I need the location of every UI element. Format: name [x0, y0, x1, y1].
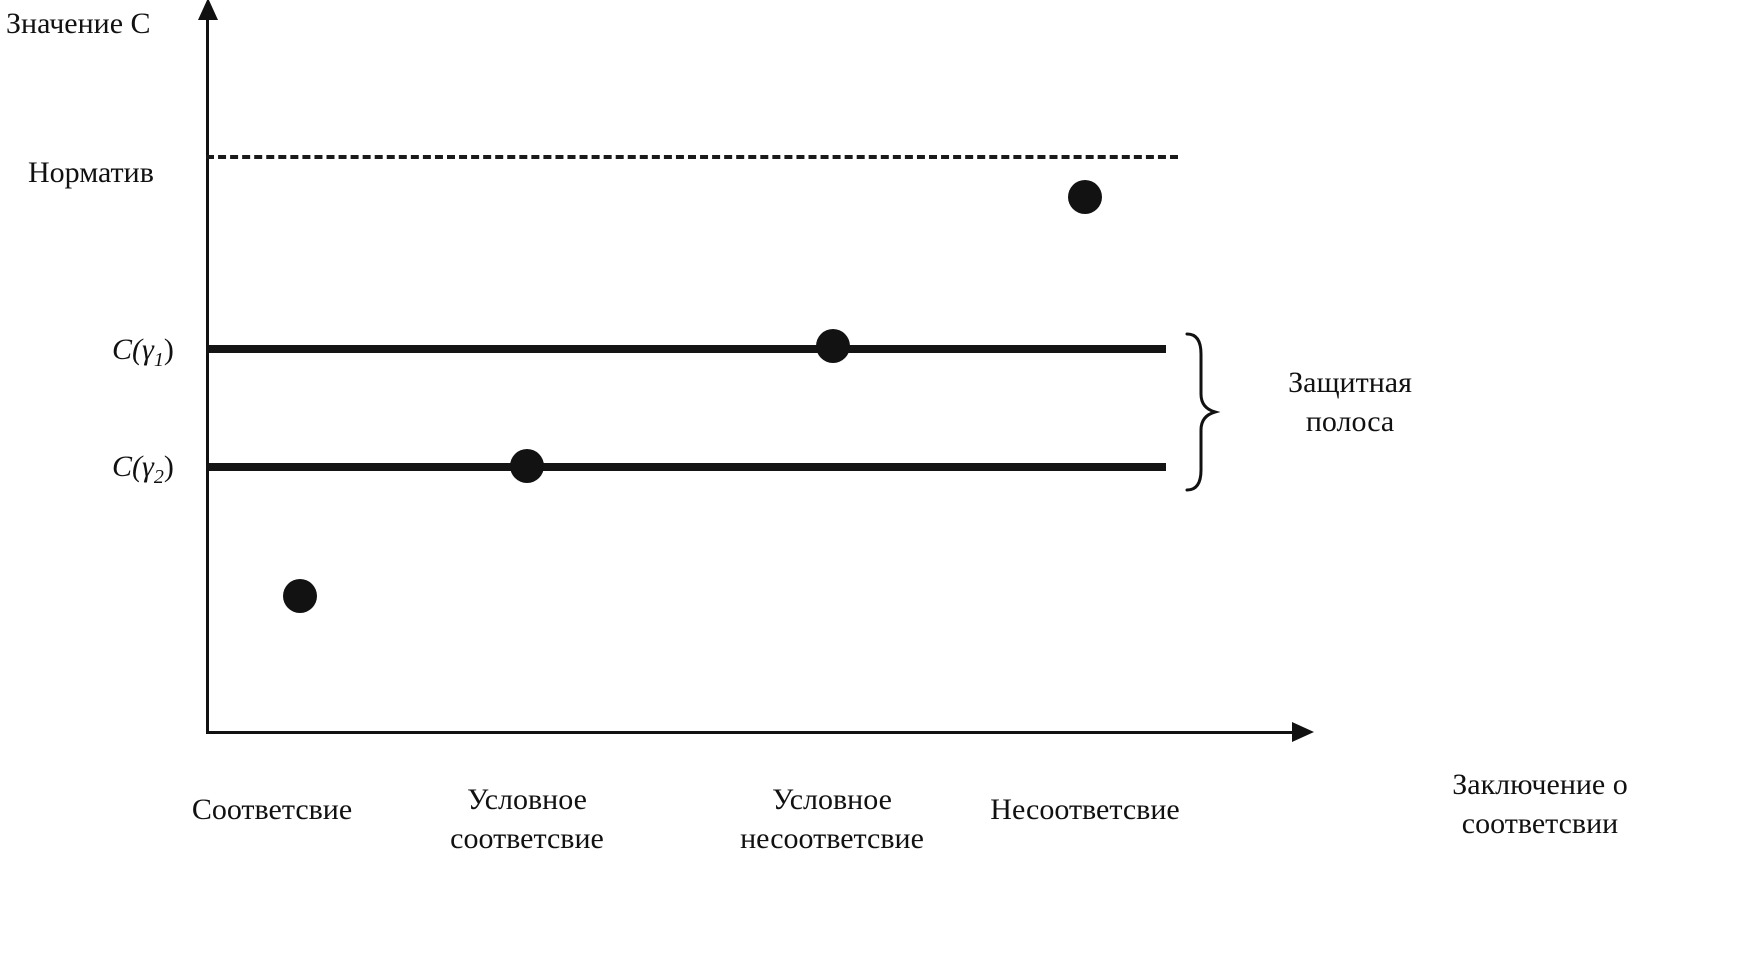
data-point-uslovnoe-nesootvetstvie	[816, 329, 850, 363]
c-gamma-2-sub: 2	[153, 466, 164, 488]
x-axis-arrow-icon	[1292, 722, 1314, 742]
c-gamma-1-label: C(γ1)	[112, 330, 174, 373]
x-category-label-3: Условное несоответсвие	[682, 780, 982, 858]
norm-dashed-line	[206, 155, 1178, 159]
c-gamma-2-main: C(γ	[112, 450, 154, 483]
guard-band-label: Защитная полоса	[1240, 363, 1460, 441]
y-axis-line	[206, 16, 209, 733]
guard-band-label-line2: полоса	[1305, 405, 1395, 438]
x-category-3-line2: несоответсвие	[740, 822, 924, 855]
x-axis-title-line1: Заключение о	[1452, 768, 1628, 801]
x-axis-title-line2: соответсвии	[1461, 807, 1619, 840]
x-category-2-line1: Условное	[467, 783, 587, 816]
c-gamma-2-label: C(γ2)	[112, 447, 174, 490]
data-point-uslovnoe-sootvetstvie	[510, 449, 544, 483]
c-gamma-1-close: )	[163, 333, 174, 366]
c-gamma-1-sub: 1	[153, 349, 164, 371]
x-axis-title: Заключение о соответсвии	[1330, 765, 1750, 843]
x-category-2-line2: соответсвие	[450, 822, 604, 855]
data-point-nesootvetstvie	[1068, 180, 1102, 214]
x-category-4-line1: Несоответсвие	[990, 793, 1180, 826]
guard-band-brace-icon	[1185, 332, 1221, 492]
guard-band-label-line1: Защитная	[1288, 366, 1412, 399]
c-gamma-1-main: C(γ	[112, 333, 154, 366]
data-point-sootvetstvie	[283, 579, 317, 613]
c-gamma-2-line	[206, 463, 1166, 471]
x-category-label-2: Условное соответсвие	[392, 780, 662, 858]
x-category-label-1: Соответсвие	[157, 790, 387, 829]
x-category-3-line1: Условное	[772, 783, 892, 816]
x-category-1-line1: Соответсвие	[191, 793, 353, 826]
c-gamma-1-line	[206, 345, 1166, 353]
y-axis-arrow-icon	[198, 0, 218, 20]
c-gamma-2-close: )	[163, 450, 174, 483]
x-axis-line	[206, 731, 1296, 734]
y-axis-title: Значение С	[6, 7, 151, 40]
norm-label: Норматив	[28, 156, 154, 189]
x-category-label-4: Несоответсвие	[955, 790, 1215, 829]
